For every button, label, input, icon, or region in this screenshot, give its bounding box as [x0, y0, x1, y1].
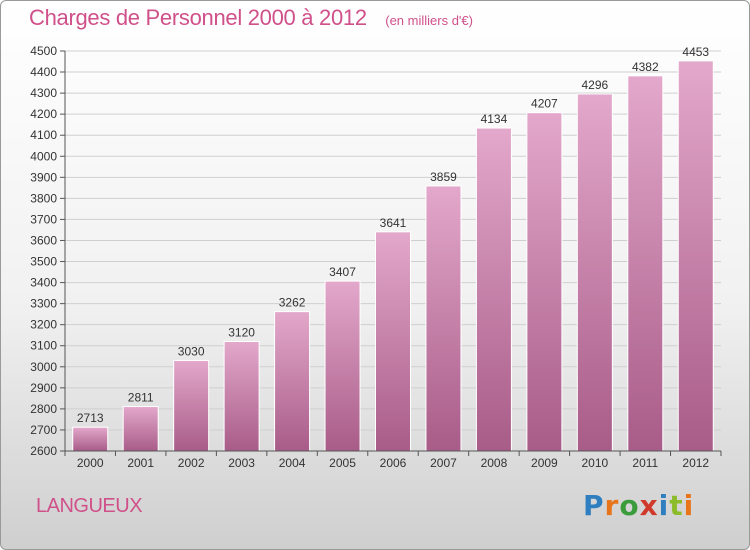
x-tick-label: 2011: [632, 456, 658, 470]
x-tick-label: 2005: [329, 456, 356, 470]
bar: [475, 127, 512, 452]
y-tick-label: 4300: [30, 86, 57, 100]
bars: [72, 60, 714, 452]
y-tick-label: 3600: [30, 233, 57, 247]
logo-letter: i: [658, 489, 670, 522]
y-tick-label: 3000: [30, 360, 57, 374]
data-label: 4134: [481, 112, 508, 126]
bar: [677, 60, 714, 452]
data-label: 2811: [128, 391, 154, 405]
x-tick-label: 2012: [682, 456, 709, 470]
y-tick-label: 2600: [30, 444, 57, 458]
y-tick-label: 3800: [30, 191, 57, 205]
y-tick-label: 3500: [30, 255, 57, 269]
x-tick-label: 2000: [77, 456, 104, 470]
y-tick-label: 4400: [30, 65, 57, 79]
data-label: 4382: [632, 60, 659, 74]
y-tick-label: 4200: [30, 107, 57, 121]
location-label: LANGUEUX: [36, 495, 143, 517]
bar: [576, 93, 613, 452]
bar: [324, 280, 361, 452]
chart-title: Charges de Personnel 2000 à 2012: [29, 5, 367, 30]
y-tick-label: 3900: [30, 170, 57, 184]
data-label: 3859: [430, 170, 457, 184]
data-label: 4207: [531, 97, 558, 111]
bar: [173, 359, 210, 452]
data-label: 3641: [380, 216, 407, 230]
y-tick-label: 4500: [30, 44, 57, 58]
y-tick-label: 3700: [30, 212, 57, 226]
bar: [223, 341, 260, 452]
logo-letter: x: [639, 489, 659, 522]
logo-letter: t: [669, 489, 684, 522]
data-label: 3262: [279, 296, 306, 310]
bar: [375, 231, 411, 452]
x-tick-label: 2010: [581, 456, 608, 470]
y-axis-ticks: 2600 2700 2800 2900 3000 3100 3200 3300 3400 3500…: [30, 44, 66, 458]
x-tick-label: 2001: [127, 456, 154, 470]
x-tick-label: 2008: [481, 456, 508, 470]
y-tick-label: 2800: [30, 402, 57, 416]
bar: [627, 75, 664, 452]
x-tick-label: 2004: [279, 456, 306, 470]
y-tick-label: 3200: [30, 318, 57, 332]
y-tick-label: 3400: [30, 276, 57, 290]
x-tick-label: 2007: [430, 456, 457, 470]
x-tick-label: 2006: [380, 456, 407, 470]
title-row: Charges de Personnel 2000 à 2012 (en mil…: [29, 5, 473, 31]
bar: [122, 406, 159, 452]
bar: [425, 185, 462, 452]
y-tick-label: 4000: [30, 149, 57, 163]
y-tick-label: 2700: [30, 423, 57, 437]
data-label: 3120: [228, 326, 255, 340]
proxiti-logo[interactable]: Proxiti: [583, 489, 694, 522]
x-tick-label: 2003: [228, 456, 255, 470]
logo-letter: P: [583, 489, 605, 522]
x-axis-ticks: 2000 2001 2002 2003 2004 2005 2006 2007 2008 2009…: [64, 450, 722, 470]
bar: [274, 311, 311, 452]
logo-letter: i: [683, 489, 695, 522]
y-tick-label: 2900: [30, 381, 57, 395]
x-tick-label: 2009: [531, 456, 558, 470]
y-tick-label: 3100: [30, 339, 57, 353]
data-label: 3030: [178, 344, 205, 358]
x-tick-label: 2002: [178, 456, 205, 470]
y-tick-label: 4100: [30, 128, 57, 142]
data-label: 4453: [682, 45, 709, 59]
y-tick-label: 3300: [30, 297, 57, 311]
bar: [526, 112, 563, 452]
logo-letter: o: [619, 489, 640, 522]
chart-subtitle: (en milliers d'€): [385, 13, 473, 28]
logo-letter: r: [604, 489, 620, 522]
bar: [72, 426, 109, 452]
data-label: 4296: [581, 78, 608, 92]
data-label: 2713: [77, 411, 104, 425]
data-labels: 2713 2811 3030 3120 3262 3407 3641 3859 4134 4207…: [77, 45, 710, 425]
data-label: 3407: [329, 265, 356, 279]
